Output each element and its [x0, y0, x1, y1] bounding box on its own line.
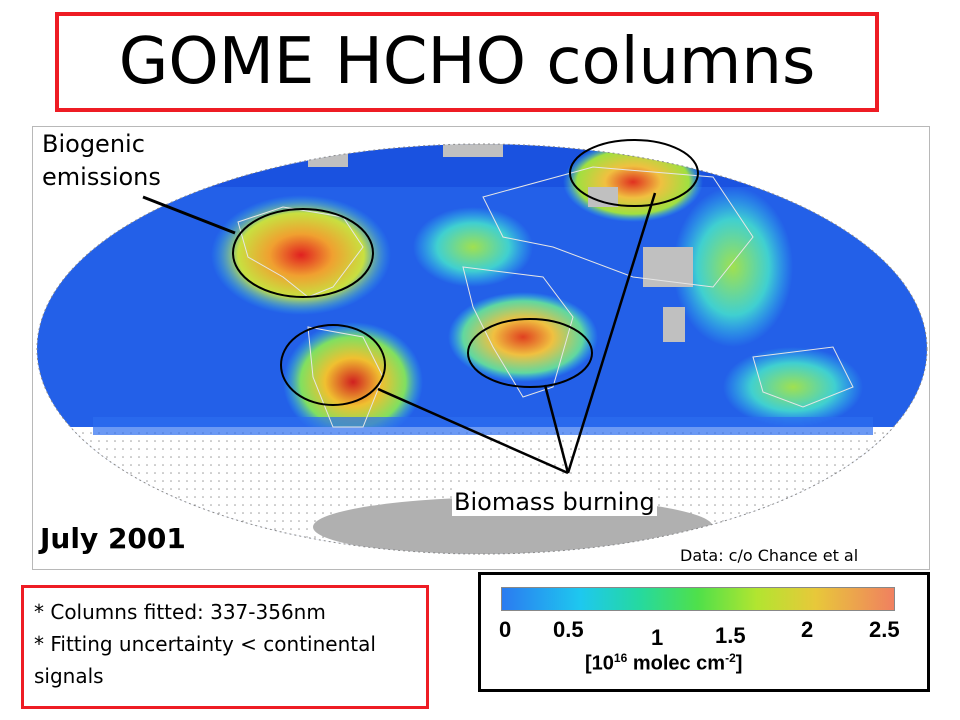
note-item: * Columns fitted: 337-356nm	[34, 600, 326, 624]
colorbar-tick: 1.5	[715, 623, 746, 648]
note-item: * Fitting uncertainty < continental sign…	[34, 632, 376, 688]
colorbar-tick: 2.5	[869, 617, 900, 642]
colorbar-gradient	[501, 587, 895, 611]
colorbar-tick: 0	[499, 617, 512, 642]
title-box: GOME HCHO columns	[55, 12, 879, 112]
colorbar-tick: 2	[801, 617, 814, 642]
colorbar-units: [1016 molec cm-2]	[585, 651, 743, 675]
page-title: GOME HCHO columns	[118, 25, 816, 99]
colorbar-tick: 1	[651, 625, 664, 650]
notes-box: * Columns fitted: 337-356nm * Fitting un…	[21, 585, 429, 709]
biogenic-label: Biogenic emissions	[38, 128, 165, 194]
colorbar-tick: 0.5	[553, 617, 584, 642]
month-label: July 2001	[40, 522, 186, 555]
colorbar-legend: 0 0.5 1 1.5 2 2.5 [1016 molec cm-2]	[478, 572, 930, 692]
biomass-label: Biomass burning	[452, 488, 657, 516]
data-credit: Data: c/o Chance et al	[680, 546, 859, 565]
